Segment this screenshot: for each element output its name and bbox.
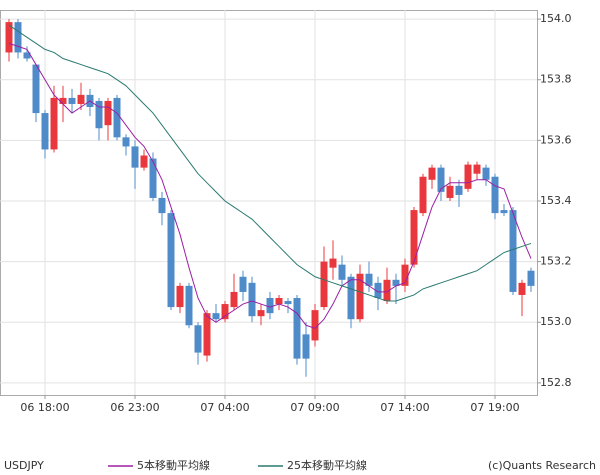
y-tick-label: 153.2	[540, 255, 572, 268]
candle-body	[428, 167, 436, 180]
candle-body	[140, 155, 148, 168]
candle-body	[320, 261, 328, 308]
candle-body	[113, 97, 121, 138]
candle-body	[455, 185, 463, 195]
x-tick-label: 07 09:00	[290, 401, 339, 414]
y-tick-label: 154.0	[540, 12, 572, 25]
candle-body	[473, 164, 481, 174]
candle-body	[68, 97, 76, 104]
x-tick-label: 07 04:00	[200, 401, 249, 414]
candle-body	[23, 52, 31, 59]
candle-body	[509, 210, 517, 292]
candle-body	[302, 334, 310, 359]
candle-body	[518, 282, 526, 295]
candle-body	[194, 325, 202, 353]
candle-body	[221, 304, 229, 320]
candle-body	[203, 313, 211, 356]
candle-body	[437, 167, 445, 192]
y-tick-label: 153.4	[540, 194, 572, 207]
candle-body	[392, 279, 400, 286]
candle-body	[32, 64, 40, 114]
moving-average-line	[8, 42, 532, 329]
candle-body	[329, 258, 337, 268]
x-tick-label: 07 19:00	[470, 401, 519, 414]
candle-body	[158, 197, 166, 214]
y-tick-label: 153.8	[540, 73, 572, 86]
y-tick-label: 152.8	[540, 376, 572, 389]
x-tick-label: 07 14:00	[380, 401, 429, 414]
candle-body	[104, 100, 112, 126]
candle-body	[527, 270, 535, 286]
legend-label: 25本移動平均線	[287, 458, 367, 472]
x-tick-label: 06 23:00	[110, 401, 159, 414]
candle-body	[374, 282, 382, 298]
plot-frame	[0, 10, 538, 396]
candle-body	[149, 158, 157, 198]
candle-body	[266, 297, 274, 314]
legend-label: 5本移動平均線	[137, 458, 210, 472]
moving-average-line	[8, 24, 532, 302]
candle-body	[311, 310, 319, 341]
candle-body	[275, 297, 283, 305]
candle-body	[338, 264, 346, 280]
candle-body	[230, 291, 238, 308]
candle-body	[248, 282, 256, 317]
candle-body	[257, 310, 265, 317]
candle-body	[419, 176, 427, 214]
candle-body	[131, 146, 139, 168]
candle-body	[401, 264, 409, 286]
candle-body	[293, 297, 301, 359]
x-tick-label: 06 18:00	[20, 401, 69, 414]
candle-body	[77, 94, 85, 104]
candle-body	[41, 113, 49, 150]
candle-body	[185, 285, 193, 326]
credit: (c)Quants Research	[488, 459, 596, 472]
candle-body	[347, 276, 355, 320]
candle-body	[5, 22, 13, 53]
candle-body	[356, 273, 364, 320]
candle-body	[491, 176, 499, 214]
candle-body	[50, 97, 58, 150]
candle-body	[446, 185, 454, 198]
candle-body	[365, 273, 373, 286]
symbol-label: USDJPY	[4, 459, 44, 472]
candle-body	[95, 100, 103, 129]
candle-body	[122, 137, 130, 147]
candle-body	[14, 22, 22, 53]
candle-body	[239, 276, 247, 292]
candle-body	[59, 97, 67, 104]
candle-body	[500, 210, 508, 214]
candle-body	[464, 164, 472, 189]
candle-body	[284, 301, 292, 305]
y-tick-label: 153.6	[540, 133, 572, 146]
candle-body	[410, 210, 418, 265]
candle-body	[167, 213, 175, 308]
candle-body	[212, 313, 220, 320]
candle-body	[482, 167, 490, 180]
y-tick-label: 153.0	[540, 315, 572, 328]
candle-body	[176, 285, 184, 308]
candle-body	[383, 279, 391, 302]
